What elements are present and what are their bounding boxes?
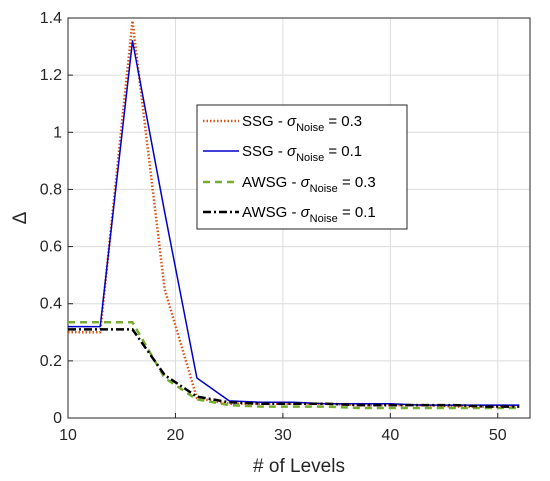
x-tick-label: 40 xyxy=(381,427,399,444)
legend-label-ssg-0.1: SSG - σNoise = 0.1 xyxy=(242,143,362,164)
axes-box xyxy=(67,17,531,419)
y-tick-label: 0.4 xyxy=(40,296,62,313)
y-tick-label: 0.8 xyxy=(40,181,62,198)
y-tick-label: 1.2 xyxy=(40,67,62,84)
y-tick-label: 0.2 xyxy=(40,353,62,370)
y-tick-label: 1.4 xyxy=(40,10,62,27)
legend-label-awsg-0.1: AWSG - σNoise = 0.1 xyxy=(242,204,376,225)
x-tick-label: 20 xyxy=(167,427,185,444)
legend-box xyxy=(196,104,408,230)
series xyxy=(67,19,520,410)
legend-label-awsg-0.3: AWSG - σNoise = 0.3 xyxy=(242,174,376,195)
y-tick-label: 1 xyxy=(53,124,62,141)
x-tick-label: 10 xyxy=(59,427,77,444)
x-axis-label: # of Levels xyxy=(253,456,345,477)
ticks: 10 20 30 40 50 0 0.2 0.4 0.6 0.8 1 1.2 1.4 xyxy=(40,10,507,444)
legend: SSG - σNoise = 0.3 SSG - σNoise = 0.1 AW… xyxy=(196,104,408,230)
y-tick-label: 0 xyxy=(53,410,62,427)
x-tick-label: 50 xyxy=(489,427,507,444)
y-tick-label: 0.6 xyxy=(40,239,62,256)
legend-label-ssg-0.3: SSG - σNoise = 0.3 xyxy=(242,113,362,134)
x-tick-label: 30 xyxy=(274,427,292,444)
y-axis-label: Δ xyxy=(10,211,31,224)
